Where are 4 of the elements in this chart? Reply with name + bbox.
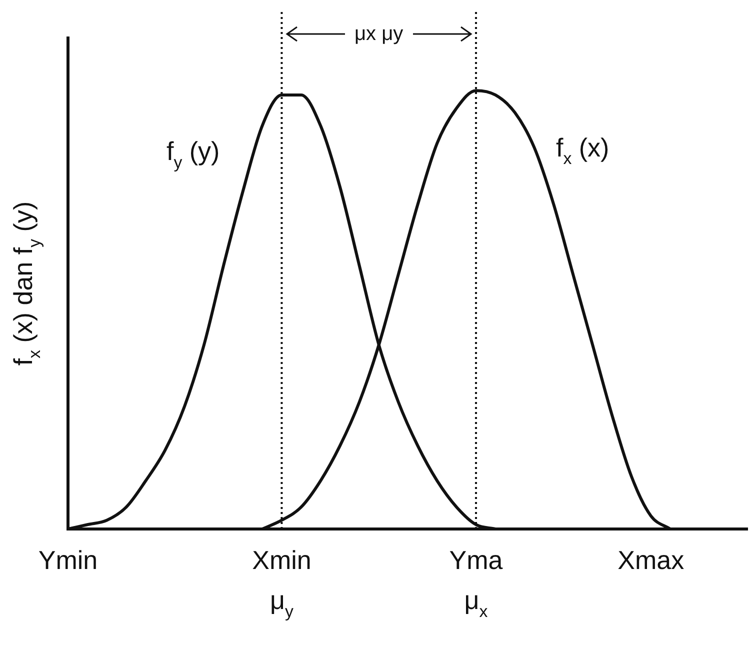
y-axis-title: fx (x) dan fy (y) [8, 201, 44, 366]
x-tick-label: Xmax [618, 545, 684, 575]
text: μx μy [354, 22, 404, 46]
x-tick-label: Ymin [38, 545, 98, 575]
